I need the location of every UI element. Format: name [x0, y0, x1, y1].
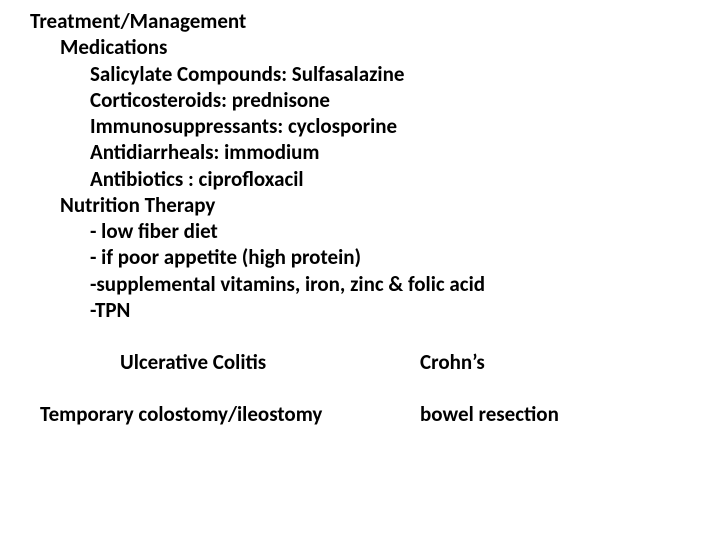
nutrition-item: -TPN [20, 297, 700, 323]
nutrition-title: Nutrition Therapy [20, 192, 700, 218]
nutrition-item: - low fiber diet [20, 218, 700, 244]
heading: Treatment/Management [20, 8, 700, 34]
nutrition-item: -supplemental vitamins, iron, zinc & fol… [20, 271, 700, 297]
header-right: Crohn’s [420, 349, 700, 375]
nutrition-item: - if poor appetite (high protein) [20, 244, 700, 270]
med-item: Corticosteroids: prednisone [20, 87, 700, 113]
row-left: Temporary colostomy/ileostomy [40, 401, 420, 427]
med-item: Antibiotics : ciprofloxacil [20, 166, 700, 192]
row-right: bowel resection [420, 401, 700, 427]
med-item: Immunosuppressants: cyclosporine [20, 113, 700, 139]
header-left: Ulcerative Colitis [120, 349, 420, 375]
comparison-row: Temporary colostomy/ileostomy bowel rese… [20, 401, 700, 427]
med-item: Salicylate Compounds: Sulfasalazine [20, 61, 700, 87]
comparison-headers: Ulcerative Colitis Crohn’s [20, 349, 700, 375]
med-item: Antidiarrheals: immodium [20, 139, 700, 165]
medications-title: Medications [20, 34, 700, 60]
